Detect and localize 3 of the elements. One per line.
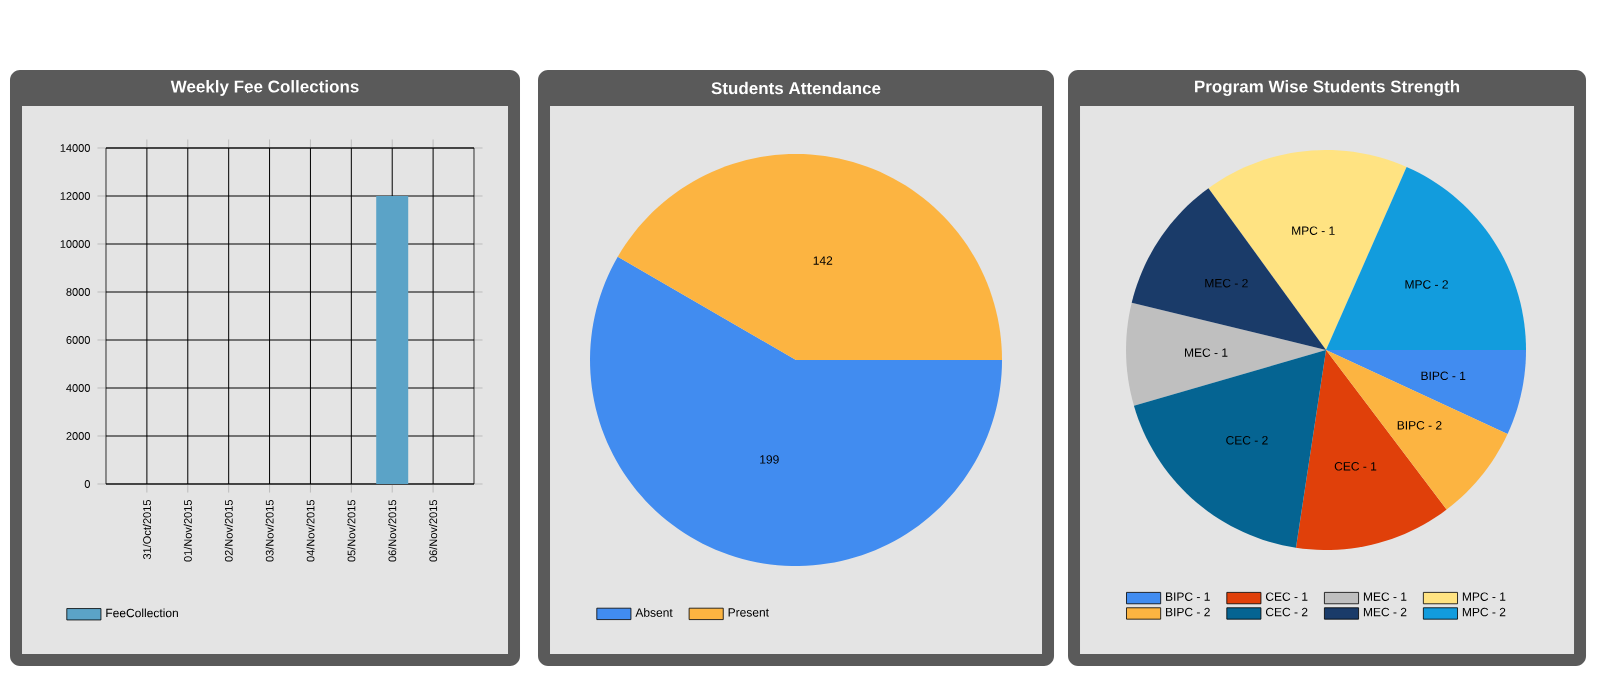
chart-title: Weekly Fee Collections bbox=[170, 80, 359, 96]
chart-title: Program Wise Students Strength bbox=[1195, 80, 1460, 96]
chart-title: Students Attendance bbox=[711, 81, 881, 95]
